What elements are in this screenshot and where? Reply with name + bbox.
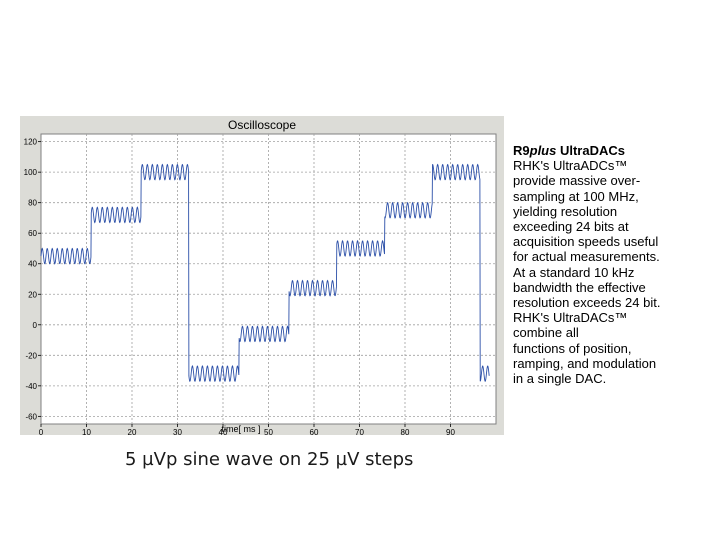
- y-tick-label: 60: [28, 229, 37, 238]
- signal-trace: [40, 163, 490, 383]
- y-tick-label: -60: [25, 412, 37, 421]
- side-line: ramping, and modulation: [513, 355, 657, 371]
- x-tick-label: 80: [401, 428, 410, 435]
- y-tick-label: 40: [28, 260, 37, 269]
- side-line: provide massive over-: [513, 173, 641, 189]
- y-tick-label: 120: [24, 138, 38, 147]
- grid: [41, 134, 496, 424]
- side-heading: R9plus UltraDACs: [513, 143, 708, 158]
- x-tick-label: 50: [264, 428, 273, 435]
- x-axis-label: time[ ms ]: [221, 424, 260, 434]
- chart-title: Oscilloscope: [227, 118, 297, 132]
- y-tick-label: -40: [25, 382, 37, 391]
- y-tick-label: 100: [24, 168, 38, 177]
- x-tick-label: 20: [128, 428, 137, 435]
- y-tick-label: 0: [33, 321, 38, 330]
- side-line: functions of position,: [513, 340, 632, 356]
- side-line: combine all: [513, 325, 579, 341]
- side-description: R9plus UltraDACs RHK's UltraADCs™ provid…: [513, 143, 708, 386]
- y-tick-label: -20: [25, 351, 37, 360]
- side-line: yielding resolution: [513, 203, 618, 219]
- side-line: At a standard 10 kHz: [513, 264, 635, 280]
- side-line: exceeding 24 bits at: [513, 219, 629, 235]
- side-line: RHK's UltraDACs™: [513, 310, 628, 326]
- oscilloscope-panel: Oscilloscope 0 10 20 30 40 50 60 70 80 90 -60 -40 -2…: [20, 116, 504, 435]
- side-line: bandwidth the effective: [513, 279, 646, 295]
- x-tick-label: 10: [82, 428, 91, 435]
- heading-prefix: R9: [513, 143, 530, 158]
- side-line: sampling at 100 MHz,: [513, 188, 639, 204]
- y-tick-label: 20: [28, 290, 37, 299]
- figure-caption: 5 µVp sine wave on 25 µV steps: [125, 449, 414, 470]
- side-line: for actual measurements.: [513, 249, 660, 265]
- heading-italic: plus: [529, 143, 557, 158]
- x-tick-label: 40: [219, 428, 228, 435]
- trace-layer: [40, 163, 490, 383]
- side-line: acquisition speeds useful: [513, 234, 659, 250]
- tick-labels: 0 10 20 30 40 50 60 70 80 90 -60 -40 -20 0 20 40 60 80 100…: [24, 138, 456, 435]
- side-line: resolution exceeds 24 bit.: [513, 295, 661, 311]
- side-line: RHK's UltraADCs™: [513, 158, 628, 174]
- x-tick-label: 60: [310, 428, 319, 435]
- y-tick-label: 80: [28, 199, 37, 208]
- side-line: in a single DAC.: [513, 371, 607, 387]
- heading-suffix: UltraDACs: [556, 143, 625, 158]
- x-tick-label: 90: [446, 428, 455, 435]
- oscilloscope-plot: 0 10 20 30 40 50 60 70 80 90 -60 -40 -20 0 20 40 60 80 100…: [24, 133, 497, 435]
- x-tick-label: 0: [39, 428, 44, 435]
- x-tick-label: 70: [355, 428, 364, 435]
- x-tick-label: 30: [173, 428, 182, 435]
